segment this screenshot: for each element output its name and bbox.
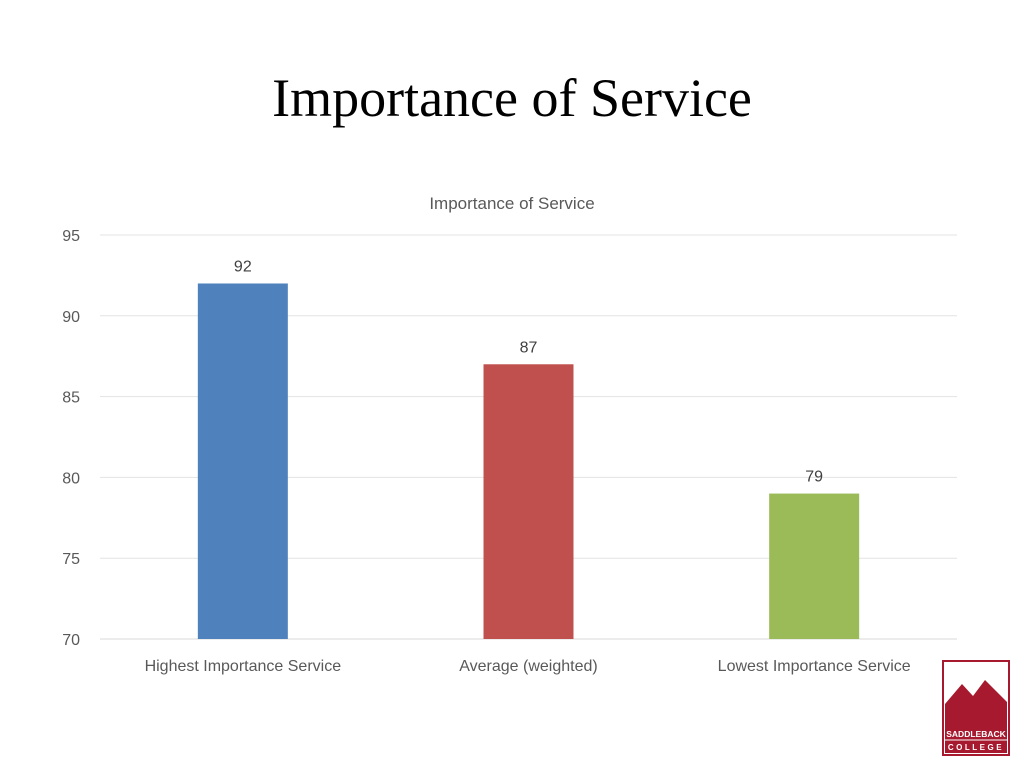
bar xyxy=(769,493,860,639)
bar xyxy=(483,364,574,639)
chart-title: Importance of Service xyxy=(429,194,594,213)
logo-text-line1: SADDLEBACK xyxy=(946,729,1006,739)
logo-text-line2: COLLEGE xyxy=(948,743,1004,752)
saddleback-college-logo: SADDLEBACK COLLEGE xyxy=(942,660,1010,756)
data-labels: 92 87 79 xyxy=(234,258,823,485)
y-axis-ticks: 70 75 80 85 90 95 xyxy=(62,228,80,649)
y-tick-label: 70 xyxy=(62,632,80,649)
bars xyxy=(197,283,860,639)
slide-title: Importance of Service xyxy=(272,68,752,128)
data-label: 79 xyxy=(805,469,823,486)
mountains-icon xyxy=(945,680,1007,727)
y-tick-label: 75 xyxy=(62,551,80,568)
data-label: 87 xyxy=(520,339,538,356)
x-tick-label: Highest Importance Service xyxy=(145,658,342,675)
y-tick-label: 90 xyxy=(62,309,80,326)
x-axis-ticks: Highest Importance Service Average (weigh… xyxy=(145,658,911,675)
y-tick-label: 80 xyxy=(62,470,80,487)
x-tick-label: Lowest Importance Service xyxy=(718,658,911,675)
x-tick-label: Average (weighted) xyxy=(459,658,597,675)
y-tick-label: 95 xyxy=(62,228,80,245)
bar xyxy=(197,283,288,639)
y-tick-label: 85 xyxy=(62,390,80,407)
data-label: 92 xyxy=(234,258,252,275)
